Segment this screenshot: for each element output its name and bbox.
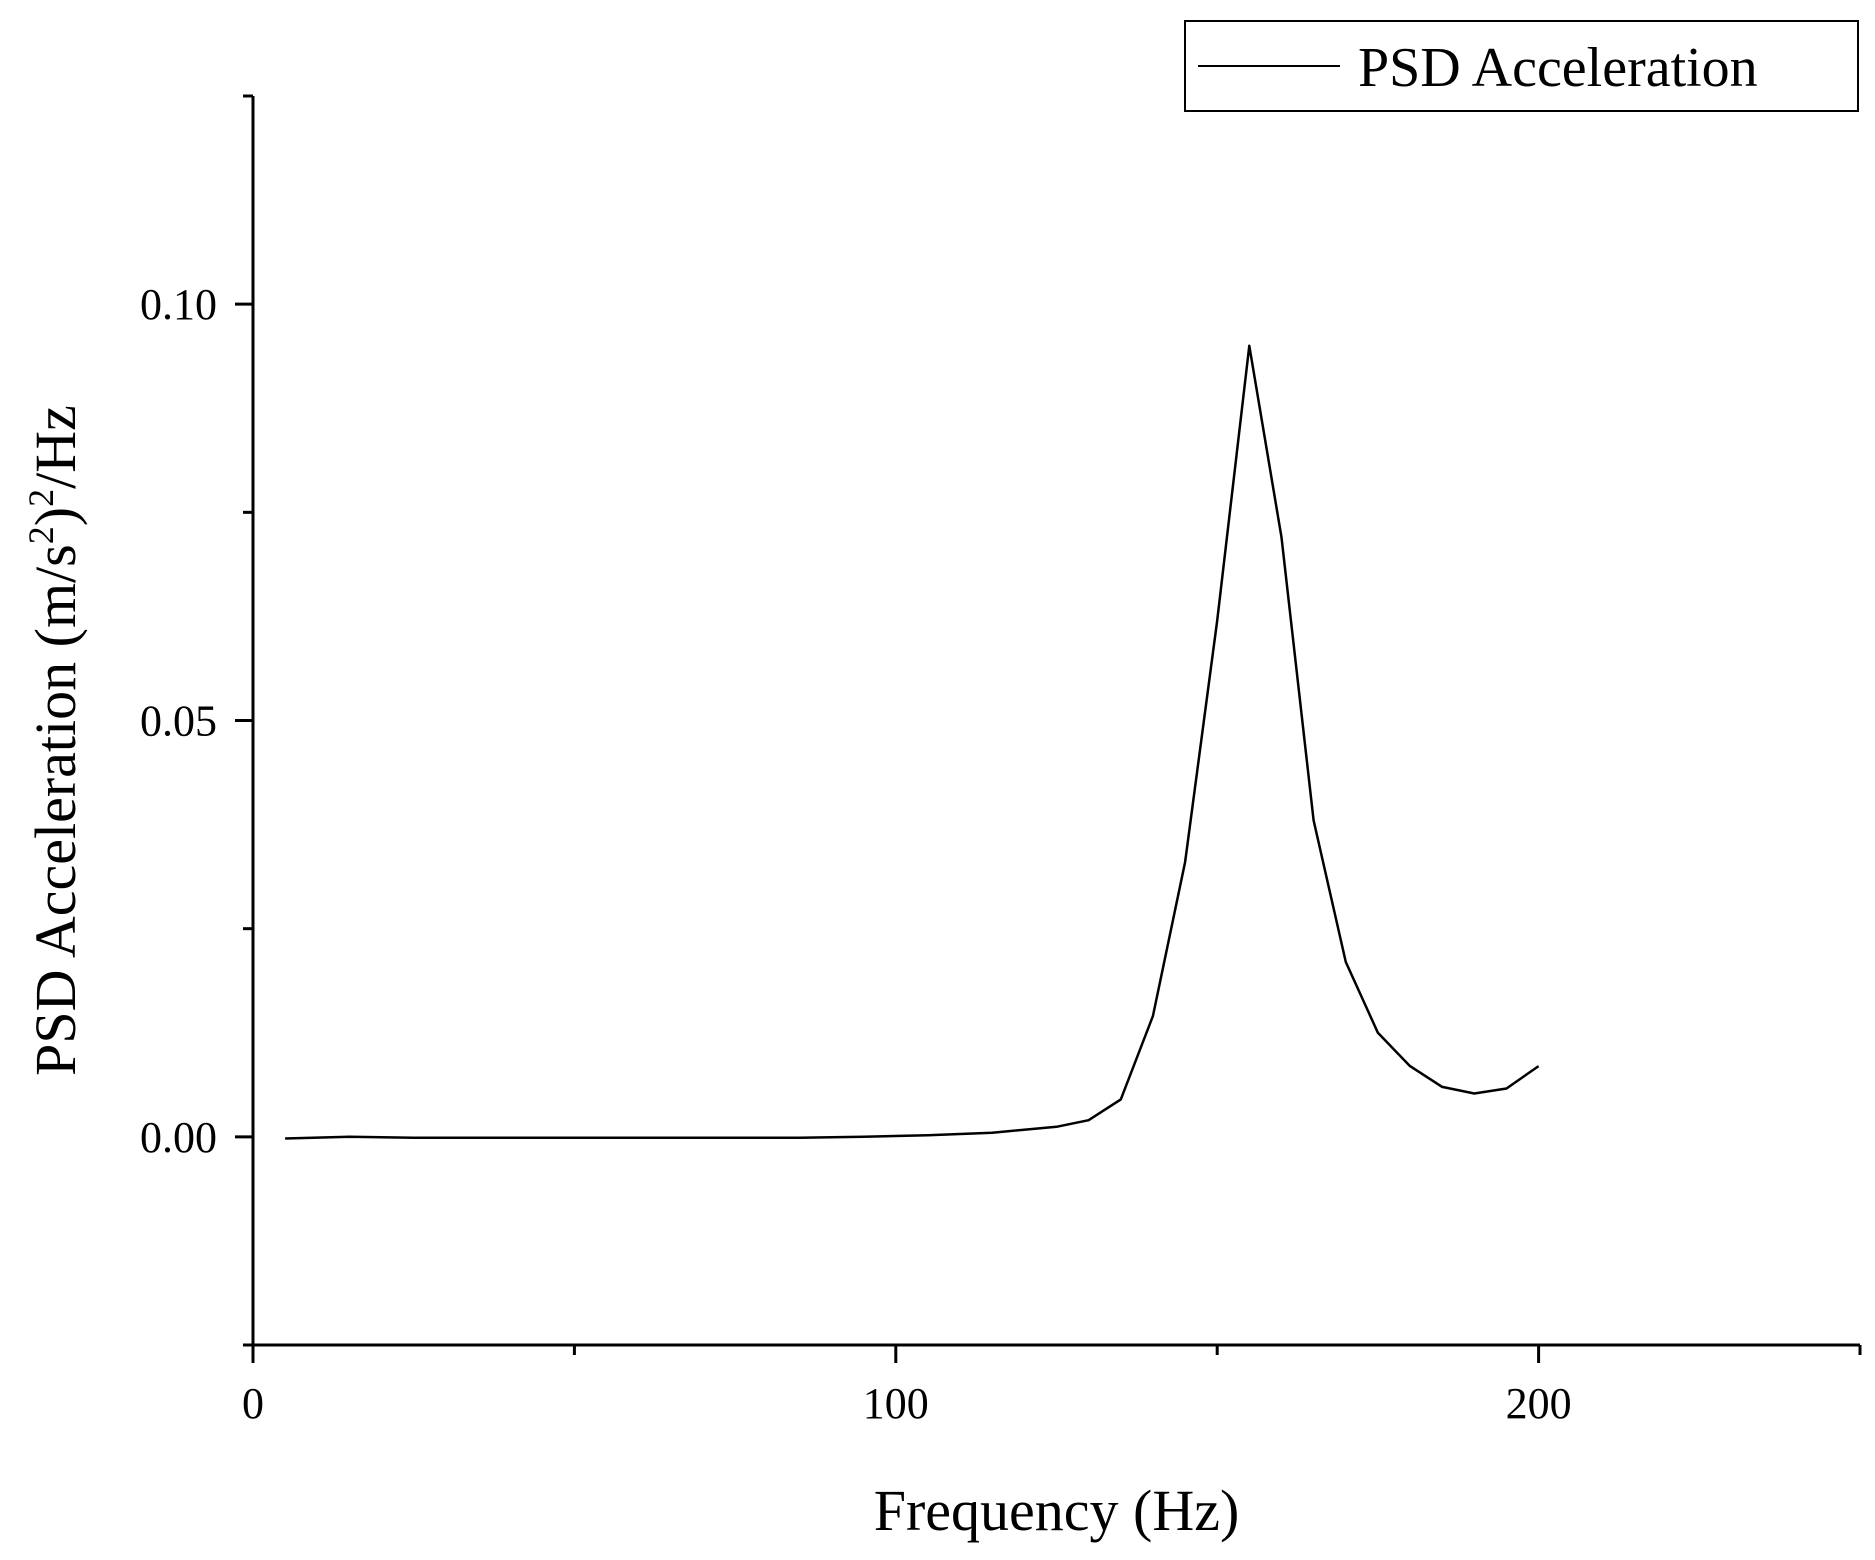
legend: PSD Acceleration <box>1184 20 1859 112</box>
x-tick-label: 200 <box>1506 1379 1572 1428</box>
x-tick-label: 0 <box>242 1379 264 1428</box>
y-axis-title-sup-2: 2 <box>21 489 61 507</box>
y-axis-title-part-2: ) <box>23 507 88 526</box>
series-layer <box>285 344 1540 1140</box>
x-axis-title: Frequency (Hz) <box>874 1478 1240 1543</box>
y-tick-label: 0.00 <box>140 1113 217 1162</box>
y-axis-title-part-1: PSD Acceleration (m/s <box>23 544 88 1076</box>
axes <box>251 96 1860 1347</box>
x-axis-ticks: 0 100 200 <box>242 1345 1862 1428</box>
y-axis-ticks: 0.00 0.05 0.10 <box>140 94 253 1347</box>
x-tick-label: 100 <box>863 1379 929 1428</box>
y-tick-label: 0.10 <box>140 280 217 329</box>
y-axis-title: PSD Acceleration (m/s2)2/Hz <box>21 405 88 1076</box>
y-axis-title-part-3: /Hz <box>23 405 88 489</box>
series-line-psd-acceleration <box>285 344 1540 1140</box>
legend-label: PSD Acceleration <box>1358 37 1758 99</box>
y-axis-title-sup-1: 2 <box>21 526 61 544</box>
y-tick-label: 0.05 <box>140 697 217 746</box>
